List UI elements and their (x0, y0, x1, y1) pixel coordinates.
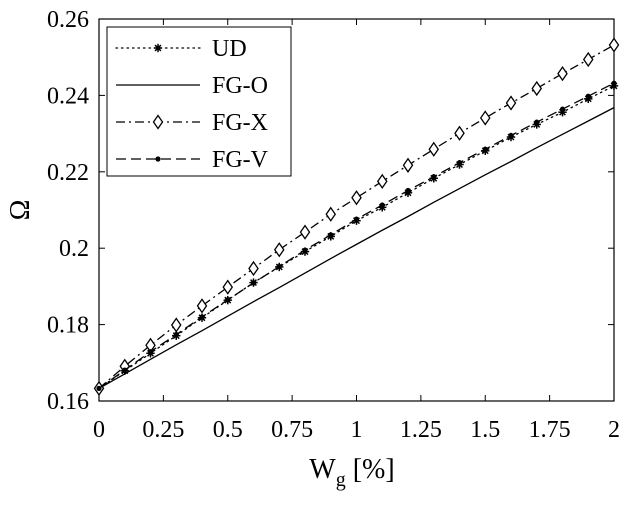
y-tick-label: 0.22 (47, 160, 89, 186)
y-axis-label: Ω (5, 200, 36, 221)
data-point-diamond (376, 173, 388, 189)
legend-label: FG-O (212, 73, 268, 99)
data-point-dot (508, 132, 514, 139)
data-point-diamond (299, 224, 311, 240)
legend: UD FG-O FG-X FG-V (106, 26, 292, 177)
legend-box (106, 26, 292, 177)
data-point-dot (276, 263, 282, 270)
legend-label: FG-X (212, 110, 268, 136)
data-point-diamond (608, 37, 620, 53)
data-point-dot (122, 367, 128, 373)
x-tick-label: 1.5 (470, 417, 500, 443)
data-point-diamond (222, 279, 234, 295)
legend-item: FG-X (116, 110, 268, 136)
data-point-diamond (531, 80, 543, 97)
y-axis-ticks: 0.16 0.18 0.2 0.22 0.24 0.26 (47, 7, 614, 415)
data-point-dot (147, 349, 154, 355)
series-fg-x (93, 37, 620, 397)
legend-label: UD (212, 36, 247, 62)
data-point-dot (173, 331, 179, 338)
series-fg-o (98, 107, 615, 389)
data-point-diamond (557, 65, 568, 82)
data-point-diamond (351, 190, 362, 206)
series-line (98, 44, 615, 389)
data-point-diamond (402, 157, 414, 173)
x-tick-label: 0 (93, 417, 105, 443)
x-axis-ticks: 0 0.25 0.5 0.75 1 1.25 1.5 1.75 2 (93, 19, 620, 443)
x-axis-label-unit: [%] (346, 454, 395, 485)
y-tick-label: 0.2 (59, 236, 89, 262)
data-point-dot (353, 216, 360, 222)
data-point-dot (225, 297, 231, 303)
y-tick-label: 0.24 (47, 83, 89, 109)
data-point-dot (96, 385, 102, 391)
data-point-dot (199, 314, 205, 320)
y-tick-label: 0.26 (47, 7, 89, 33)
data-point-diamond (196, 298, 208, 314)
series-layer (93, 37, 620, 397)
data-point-dot (379, 202, 385, 208)
data-point-diamond (325, 206, 337, 222)
data-point-dot (250, 280, 257, 286)
y-tick-label: 0.18 (47, 313, 89, 339)
data-point-dot (405, 187, 411, 194)
legend-label: FG-V (212, 147, 269, 173)
data-point-dot (155, 156, 161, 162)
data-point-diamond (454, 125, 465, 141)
data-point-diamond (479, 110, 491, 126)
data-point-dot (559, 106, 566, 112)
x-tick-label: 0.25 (142, 417, 184, 443)
data-point-diamond (582, 51, 594, 68)
data-point-asterisk (153, 43, 163, 53)
x-tick-label: 0.75 (271, 417, 313, 443)
x-tick-label: 1 (351, 417, 363, 443)
x-axis-label-subscript: g (336, 469, 346, 491)
data-point-diamond (428, 141, 440, 157)
data-point-dot (328, 232, 334, 238)
legend-item: FG-V (116, 147, 269, 173)
data-point-diamond (273, 242, 285, 258)
x-tick-label: 1.75 (529, 417, 571, 443)
legend-item: FG-O (116, 73, 268, 99)
data-point-diamond (170, 317, 182, 333)
data-point-dot (482, 146, 488, 152)
data-point-dot (456, 160, 463, 166)
x-axis-label-main: W (309, 454, 336, 485)
data-point-diamond (248, 260, 259, 277)
data-point-dot (585, 93, 591, 99)
data-point-diamond (152, 114, 164, 130)
series-fg-v (96, 80, 617, 391)
y-tick-label: 0.16 (47, 389, 89, 415)
data-point-dot (611, 80, 617, 86)
data-point-dot (431, 174, 437, 180)
data-point-dot (534, 119, 540, 125)
data-point-dot (302, 247, 308, 253)
legend-item: UD (115, 36, 247, 62)
x-tick-label: 2 (608, 417, 620, 443)
x-tick-label: 1.25 (400, 417, 442, 443)
series-line (98, 107, 615, 389)
x-axis-label: Wg [%] (309, 454, 394, 491)
data-point-diamond (505, 95, 517, 111)
x-tick-label: 0.5 (213, 417, 243, 443)
